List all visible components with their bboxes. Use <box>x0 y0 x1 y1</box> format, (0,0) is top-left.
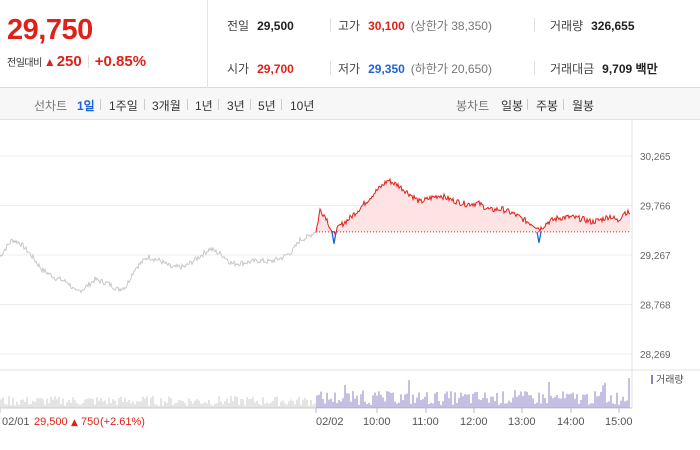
divider <box>250 99 251 110</box>
stat-value: 29,500 <box>257 19 294 33</box>
summary-rate: (+2.61%) <box>100 416 145 428</box>
x-tick-label: 10:00 <box>363 416 391 428</box>
x-tick-label: 13:00 <box>508 416 536 428</box>
tab-1year[interactable]: 1년 <box>195 99 213 113</box>
x-tick-label: 12:00 <box>460 416 488 428</box>
tab-monthly-candle[interactable]: 월봉 <box>572 99 595 113</box>
tab-10year[interactable]: 10년 <box>290 99 315 113</box>
stat-value: 29,700 <box>257 62 294 76</box>
tab-5year[interactable]: 5년 <box>258 99 276 113</box>
prev-day-price-line <box>0 231 317 294</box>
summary-close: 29,500 <box>34 416 68 428</box>
change-label: 전일대비 <box>7 58 42 69</box>
x-tick-label: 02/02 <box>316 416 344 428</box>
x-tick-label: 11:00 <box>412 416 439 428</box>
divider <box>330 18 331 32</box>
tab-3year[interactable]: 3년 <box>227 99 245 113</box>
divider <box>563 99 564 110</box>
y-tick-label: 29,766 <box>640 202 671 213</box>
stat-label: 저가 <box>338 62 361 76</box>
divider <box>527 99 528 110</box>
line-chart-label: 선차트 <box>34 99 68 113</box>
stat-open: 시가 29,700 <box>227 60 294 77</box>
tab-daily-candle[interactable]: 일봉 <box>501 99 524 113</box>
change-rate: +0.85% <box>94 53 147 70</box>
divider <box>187 99 188 110</box>
y-tick-label: 28,768 <box>640 301 671 312</box>
tab-weekly-candle[interactable]: 주봉 <box>536 99 559 113</box>
summary-change: 750 <box>81 416 99 428</box>
y-tick-label: 30,265 <box>640 152 671 163</box>
current-price: 29,750 <box>7 14 93 46</box>
volume-legend: 거래량 <box>651 374 684 386</box>
price-box: 29,750 전일대비 ▲ 250 +0.85% <box>0 0 208 88</box>
quote-panel: 29,750 전일대비 ▲ 250 +0.85% 전일 29,500 고가 30,1… <box>0 0 700 88</box>
upper-limit: (상한가 38,350) <box>410 19 492 33</box>
prev-day-summary: 29,500 ▲ 750 (+2.61%) <box>34 416 145 428</box>
up-triangle-icon: ▲ <box>43 54 56 69</box>
x-tick-label: 14:00 <box>557 416 585 428</box>
lower-limit: (하한가 20,650) <box>410 62 492 76</box>
stat-low: 저가 29,350 (하한가 20,650) <box>338 60 492 77</box>
stat-value: 9,709 백만 <box>602 62 658 76</box>
stat-label: 거래대금 <box>550 62 595 76</box>
change-row: 전일대비 ▲ 250 +0.85% <box>7 53 146 70</box>
stat-volume: 거래량 326,655 <box>550 17 635 34</box>
volume-bars <box>0 378 630 408</box>
stat-label: 거래량 <box>550 19 584 33</box>
candle-chart-label: 봉차트 <box>456 99 490 113</box>
stat-value: 326,655 <box>591 19 635 33</box>
x-tick-label: 15:00 <box>605 416 633 428</box>
change-amount: 250 <box>56 53 82 70</box>
divider <box>218 99 219 110</box>
up-triangle-icon: ▲ <box>71 418 78 428</box>
divider <box>100 99 101 110</box>
divider <box>281 99 282 110</box>
down-segment <box>331 231 337 244</box>
y-tick-label: 28,269 <box>640 350 671 361</box>
tab-1week[interactable]: 1주일 <box>109 99 138 113</box>
volume-legend-label: 거래량 <box>656 374 684 386</box>
chart-tabs-bar: 선차트 1일 1주일 3개월 1년 3년 5년 10년 봉차트 일봉 주봉 월봉 <box>0 88 700 120</box>
today-down-segments <box>331 231 542 244</box>
y-tick-label: 29,267 <box>640 251 671 262</box>
tab-3month[interactable]: 3개월 <box>152 99 181 113</box>
divider <box>87 55 89 68</box>
stat-label: 고가 <box>338 19 361 33</box>
stat-value: 30,100 <box>368 19 405 33</box>
price-chart: 30,265 29,766 29,267 28,768 28,269 거래량 02/01… <box>0 120 700 428</box>
stat-label: 전일 <box>227 19 250 33</box>
divider <box>534 18 535 32</box>
chart-grid <box>0 120 700 409</box>
stat-value: 29,350 <box>368 62 405 76</box>
stat-label: 시가 <box>227 62 250 76</box>
today-price-line <box>315 177 631 235</box>
down-segment <box>536 231 542 243</box>
x-axis: 02/01 02/02 10:00 11:00 12:00 13:00 14:00 15:00 <box>0 408 633 428</box>
x-tick-label: 02/01 <box>2 416 30 428</box>
divider <box>144 99 145 110</box>
tab-1day[interactable]: 1일 <box>77 99 95 113</box>
divider <box>534 61 535 75</box>
stat-amount: 거래대금 9,709 백만 <box>550 60 658 77</box>
stat-high: 고가 30,100 (상한가 38,350) <box>338 17 492 34</box>
stats-grid: 전일 29,500 고가 30,100 (상한가 38,350) 거래량 326,655… <box>208 0 700 88</box>
volume-legend-swatch <box>651 375 653 384</box>
divider <box>330 61 331 75</box>
y-axis: 30,265 29,766 29,267 28,768 28,269 <box>640 152 671 361</box>
stat-prev-close: 전일 29,500 <box>227 17 294 34</box>
